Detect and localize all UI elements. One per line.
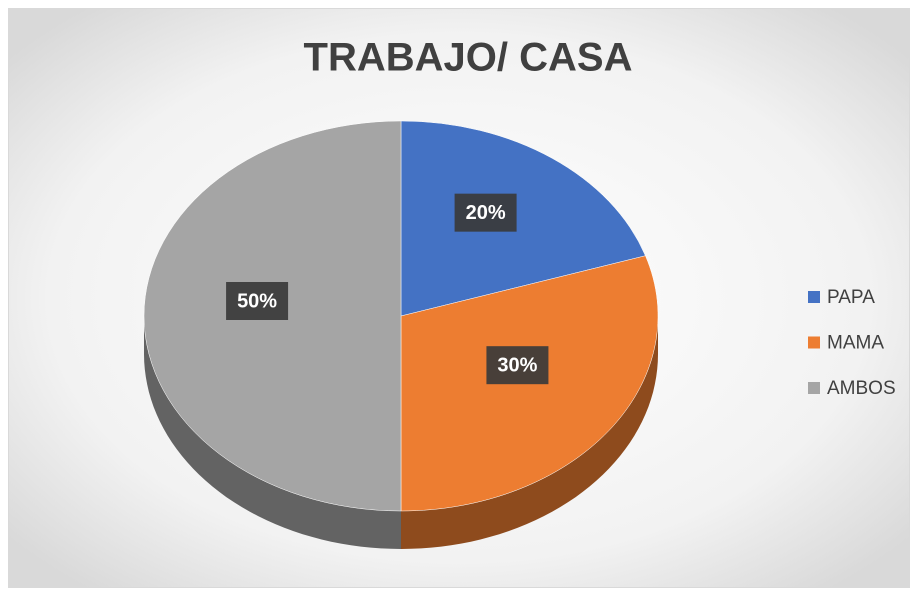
legend-label: PAPA — [827, 287, 875, 308]
slice-side — [401, 316, 658, 549]
pie: 20% 30% 50% — [143, 120, 659, 549]
data-label: 20% — [466, 202, 506, 224]
legend-label: MAMA — [827, 333, 884, 354]
legend-swatch — [808, 336, 820, 349]
data-label-box — [226, 282, 289, 320]
data-label-box — [454, 193, 517, 232]
legend-swatch — [808, 291, 820, 303]
legend: PAPA MAMA AMBOS — [808, 287, 896, 399]
data-label: 50% — [237, 290, 277, 312]
data-label: 30% — [497, 354, 537, 376]
chart-title: TRABAJO/ CASA — [304, 36, 633, 80]
slice — [400, 120, 646, 317]
legend-label: AMBOS — [827, 378, 896, 399]
data-label-box — [486, 346, 549, 385]
slice-side — [144, 316, 401, 549]
legend-swatch — [808, 382, 820, 394]
